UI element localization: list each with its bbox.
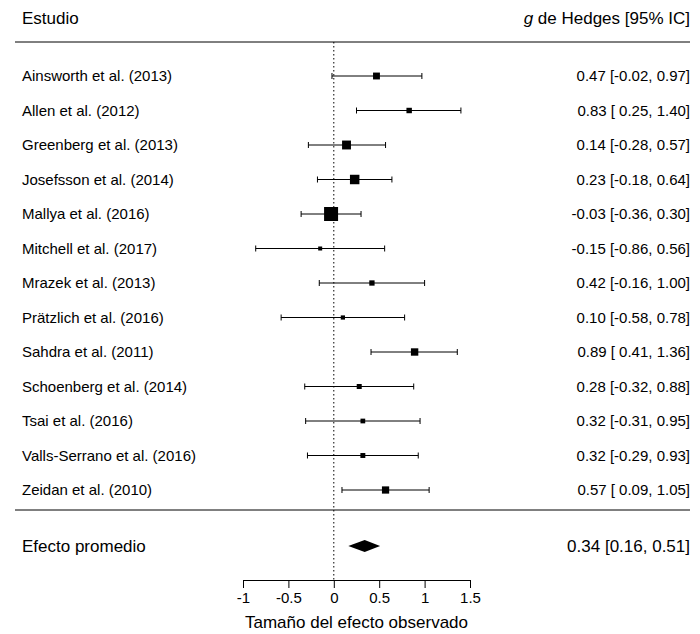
effect-label: 0.10 [-0.58, 0.78] — [577, 309, 690, 326]
tick: 1.5 — [460, 580, 481, 606]
effect-label: 0.83 [ 0.25, 1.40] — [577, 102, 690, 119]
confidence-interval — [305, 384, 414, 390]
effect-header-rest: de Hedges [95% IC] — [533, 9, 690, 28]
tick: -1 — [237, 580, 250, 606]
study-label: Zeidan et al. (2010) — [22, 481, 152, 498]
confidence-interval — [371, 349, 457, 355]
effect-label: 0.57 [ 0.09, 1.05] — [577, 481, 690, 498]
tick-label: 1 — [421, 589, 429, 606]
forest-plot: Estudio g de Hedges [95% IC] Ainsworth et … — [0, 0, 700, 634]
effect-label: 0.32 [-0.31, 0.95] — [577, 412, 690, 429]
study-label: Mrazek et al. (2013) — [22, 274, 155, 291]
summary-diamond — [348, 540, 380, 552]
x-axis-title: Tamaño del efecto observado — [245, 613, 468, 632]
effect-label: -0.15 [-0.86, 0.56] — [572, 240, 690, 257]
tick: 0.5 — [369, 580, 390, 606]
study-label: Ainsworth et al. (2013) — [22, 67, 172, 84]
confidence-interval — [357, 108, 461, 114]
effect-label: 0.89 [ 0.41, 1.36] — [577, 343, 690, 360]
effect-label: 0.42 [-0.16, 1.00] — [577, 274, 690, 291]
effect-square — [360, 453, 365, 458]
x-axis: -1 -0.5 0 0.5 1 1.5 — [237, 580, 481, 606]
effect-square — [373, 73, 380, 80]
effect-square — [357, 384, 362, 389]
effect-square — [341, 315, 345, 319]
study-label: Sahdra et al. (2011) — [22, 343, 153, 360]
axis-line — [244, 580, 471, 581]
effect-square — [342, 141, 351, 150]
confidence-interval — [319, 280, 424, 286]
tick-mark — [334, 580, 335, 588]
effect-square — [324, 207, 338, 221]
tick: 0 — [330, 580, 338, 606]
study-label: Schoenberg et al. (2014) — [22, 378, 187, 395]
study-label: Valls-Serrano et al. (2016) — [22, 447, 196, 464]
effect-label: 0.23 [-0.18, 0.64] — [577, 171, 690, 188]
tick-mark — [243, 580, 244, 588]
summary-value-label: 0.34 [0.16, 0.51] — [567, 537, 690, 556]
study-label: Prätzlich et al. (2016) — [22, 309, 164, 326]
summary-label: Efecto promedio — [22, 537, 146, 556]
tick-label: -1 — [237, 589, 250, 606]
tick-mark — [288, 580, 289, 588]
tick: 1 — [421, 580, 429, 606]
study-header: Estudio — [22, 9, 79, 28]
study-label: Mitchell et al. (2017) — [22, 240, 157, 257]
confidence-interval — [307, 453, 418, 459]
effect-square — [360, 419, 365, 424]
effect-label: 0.28 [-0.32, 0.88] — [577, 378, 690, 395]
effect-square — [411, 348, 418, 355]
tick: -0.5 — [276, 580, 302, 606]
tick-label: 0.5 — [369, 589, 390, 606]
effect-label: 0.14 [-0.28, 0.57] — [577, 136, 690, 153]
study-label: Allen et al. (2012) — [22, 102, 140, 119]
effect-label: 0.32 [-0.29, 0.93] — [577, 447, 690, 464]
confidence-interval — [281, 315, 404, 321]
effect-square — [350, 175, 359, 184]
effect-square — [382, 486, 389, 493]
tick-label: 1.5 — [460, 589, 481, 606]
effect-header: g de Hedges [95% IC] — [524, 9, 690, 28]
effect-label: 0.47 [-0.02, 0.97] — [577, 67, 690, 84]
summary-separator — [15, 510, 690, 511]
tick-label: 0 — [330, 589, 338, 606]
confidence-interval — [306, 418, 420, 424]
study-label: Greenberg et al. (2013) — [22, 136, 178, 153]
header-separator — [15, 42, 690, 43]
study-label: Josefsson et al. (2014) — [22, 171, 174, 188]
study-label: Mallya et al. (2016) — [22, 205, 150, 222]
plot-area — [256, 42, 461, 580]
effect-label: -0.03 [-0.36, 0.30] — [572, 205, 690, 222]
effect-square — [318, 247, 322, 251]
tick-mark — [425, 580, 426, 588]
effect-square — [369, 280, 374, 285]
confidence-interval — [342, 487, 429, 493]
tick-label: -0.5 — [276, 589, 302, 606]
tick-mark — [379, 580, 380, 588]
confidence-interval — [332, 73, 422, 79]
tick-mark — [470, 580, 471, 588]
effect-square — [406, 108, 411, 113]
study-label: Tsai et al. (2016) — [22, 412, 133, 429]
reference-line — [333, 42, 334, 580]
confidence-interval — [256, 246, 385, 252]
